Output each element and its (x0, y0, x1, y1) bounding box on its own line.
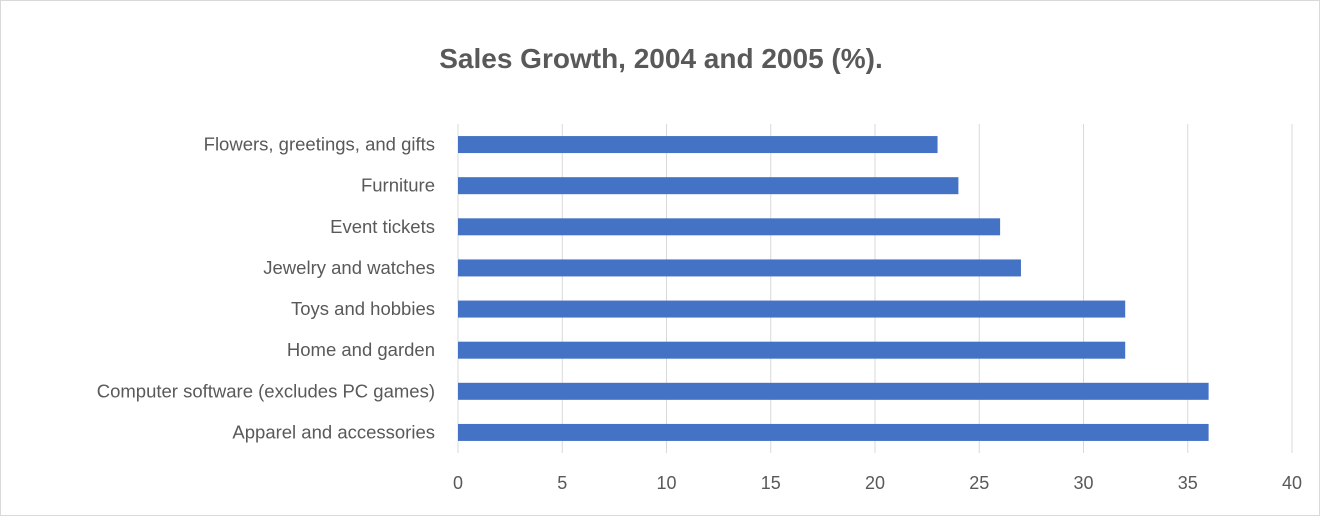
bar (458, 382, 1209, 400)
bar (458, 259, 1021, 277)
x-tick-label: 35 (1178, 473, 1198, 493)
bar (458, 341, 1126, 359)
bar (458, 218, 1001, 236)
x-tick-label: 0 (453, 473, 463, 493)
chart-title: Sales Growth, 2004 and 2005 (%). (439, 43, 883, 74)
bar (458, 300, 1126, 318)
bar (458, 423, 1209, 441)
x-tick-label: 20 (865, 473, 885, 493)
x-tick-label: 10 (656, 473, 676, 493)
category-label: Home and garden (287, 339, 435, 360)
x-tick-label: 40 (1282, 473, 1302, 493)
x-tick-label: 5 (557, 473, 567, 493)
category-labels: Flowers, greetings, and gifts Furniture Ev… (97, 134, 435, 443)
gridlines (457, 124, 1293, 453)
bar (458, 136, 938, 154)
category-label: Flowers, greetings, and gifts (204, 134, 435, 155)
category-label: Furniture (361, 175, 435, 196)
x-tick-label: 30 (1073, 473, 1093, 493)
category-label: Toys and hobbies (291, 298, 435, 319)
x-axis-ticks: 0 5 10 15 20 25 30 35 40 (453, 473, 1302, 493)
x-tick-label: 25 (969, 473, 989, 493)
bars (458, 136, 1209, 441)
category-label: Computer software (excludes PC games) (97, 380, 435, 401)
bar (458, 177, 959, 195)
category-label: Jewelry and watches (263, 257, 435, 278)
category-label: Apparel and accessories (232, 421, 435, 442)
x-tick-label: 15 (761, 473, 781, 493)
category-label: Event tickets (330, 216, 435, 237)
